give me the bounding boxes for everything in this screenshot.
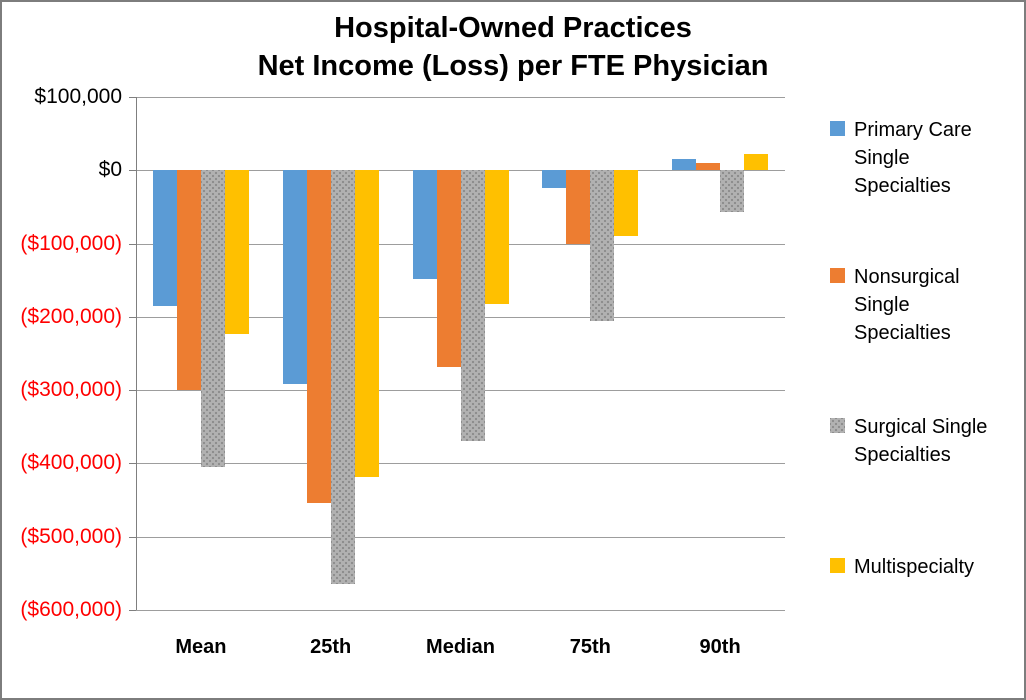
bar-surgical-single-specialties-90th: [720, 170, 745, 213]
x-axis-label-mean: Mean: [175, 636, 227, 658]
bar-multispecialty-median: [484, 170, 509, 304]
legend-item-primary-care-single-specialties: Primary Care Single Specialties: [830, 116, 972, 200]
y-axis-tick: [129, 316, 136, 318]
bar-primary-care-single-specialties-90th: [672, 158, 697, 171]
y-axis-tick: [129, 170, 136, 172]
bar-primary-care-single-specialties-75th: [542, 170, 567, 188]
legend-swatch: [830, 121, 845, 136]
legend-item-nonsurgical-single-specialties: Nonsurgical Single Specialties: [830, 263, 960, 347]
bar-primary-care-single-specialties-median: [412, 170, 437, 279]
y-axis-label: ($400,000): [20, 451, 122, 475]
y-axis-label: ($100,000): [20, 231, 122, 255]
y-axis-tick: [129, 390, 136, 392]
y-axis-tick: [129, 463, 136, 465]
x-axis-label-75th: 75th: [569, 636, 611, 658]
bar-nonsurgical-single-specialties-90th: [696, 162, 721, 171]
bar-nonsurgical-single-specialties-median: [436, 170, 461, 367]
y-axis-line: [136, 97, 137, 610]
y-axis-tick: [129, 610, 136, 611]
x-axis-label-median: Median: [426, 636, 495, 658]
bar-primary-care-single-specialties-25th: [282, 170, 307, 385]
bar-multispecialty-90th: [744, 154, 769, 171]
bar-surgical-single-specialties-median: [460, 170, 485, 442]
bar-primary-care-single-specialties-mean: [152, 170, 177, 306]
legend-swatch: [830, 558, 845, 573]
bar-nonsurgical-single-specialties-25th: [306, 170, 331, 503]
legend: Primary Care Single Specialties Nonsurgical…: [830, 2, 1024, 698]
bar-surgical-single-specialties-25th: [330, 170, 355, 584]
bar-surgical-single-specialties-75th: [590, 170, 615, 321]
gridline: [136, 536, 785, 538]
legend-label: Multispecialty: [854, 556, 975, 578]
y-axis-label: ($600,000): [20, 598, 122, 621]
bar-nonsurgical-single-specialties-75th: [566, 170, 591, 244]
y-axis-tick: [129, 97, 136, 98]
bar-surgical-single-specialties-mean: [200, 170, 225, 468]
y-axis-tick: [129, 536, 136, 538]
bar-multispecialty-25th: [354, 170, 379, 477]
bar-nonsurgical-single-specialties-mean: [176, 170, 201, 391]
legend-item-multispecialty: Multispecialty: [830, 553, 974, 581]
y-axis-label: ($300,000): [20, 378, 122, 402]
legend-label: Surgical Single Specialties: [854, 416, 988, 466]
chart-title-line2: Net Income (Loss) per FTE Physician: [257, 50, 769, 82]
y-axis-tick: [129, 243, 136, 245]
bar-multispecialty-mean: [224, 170, 249, 335]
y-axis-label: ($200,000): [20, 304, 122, 328]
y-axis-label: $0: [98, 158, 122, 182]
legend-label: Nonsurgical Single Specialties: [854, 266, 960, 344]
gridline: [136, 97, 785, 98]
x-axis-label-90th: 90th: [699, 636, 741, 658]
legend-swatch: [830, 418, 845, 433]
chart-title: Hospital-Owned Practices Net Income (Los…: [2, 9, 1024, 85]
gridline: [136, 610, 785, 611]
gridline: [136, 463, 785, 465]
x-axis-label-25th: 25th: [310, 636, 352, 658]
y-axis-label: ($500,000): [20, 524, 122, 548]
legend-item-surgical-single-specialties: Surgical Single Specialties: [830, 413, 987, 469]
legend-swatch: [830, 268, 845, 283]
bar-multispecialty-75th: [614, 170, 639, 237]
legend-label: Primary Care Single Specialties: [854, 119, 972, 197]
chart-title-line1: Hospital-Owned Practices: [334, 12, 692, 44]
y-axis-label: $100,000: [34, 85, 122, 108]
